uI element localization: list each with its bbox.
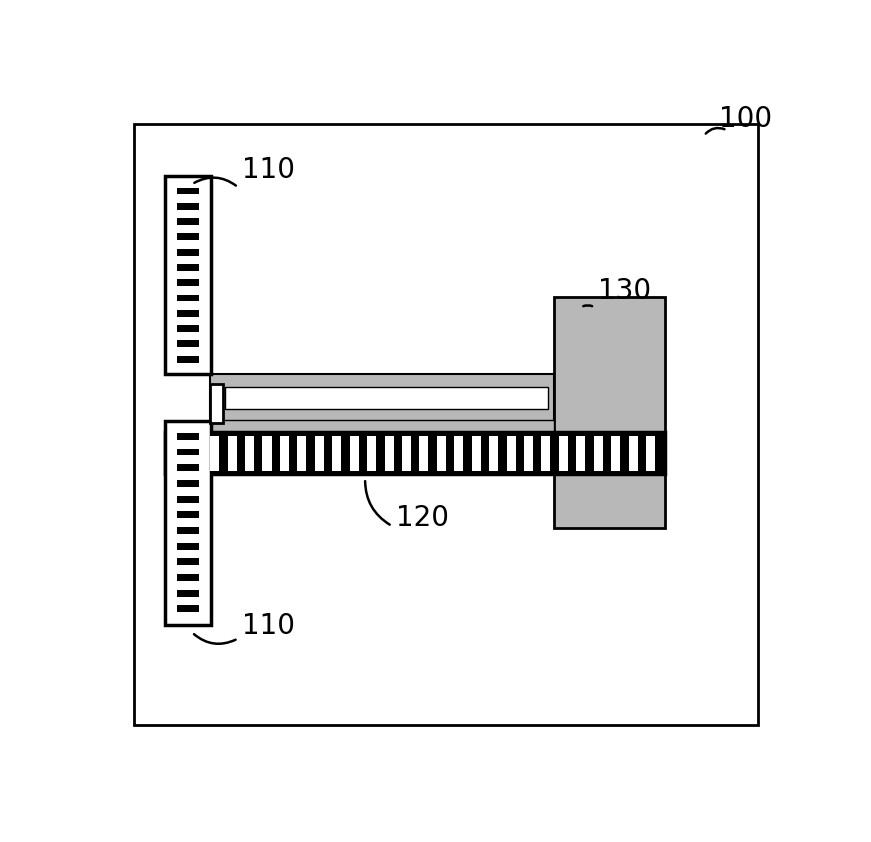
- Bar: [192, 436, 202, 471]
- Bar: [177, 527, 199, 534]
- Bar: [297, 436, 307, 471]
- Bar: [420, 436, 429, 471]
- Bar: [507, 436, 516, 471]
- Bar: [177, 433, 199, 440]
- Bar: [314, 436, 324, 471]
- Bar: [646, 436, 655, 471]
- Bar: [437, 436, 446, 471]
- Bar: [472, 436, 481, 471]
- Bar: [177, 248, 199, 256]
- Bar: [177, 233, 199, 240]
- Bar: [177, 188, 199, 195]
- Bar: [177, 496, 199, 503]
- Bar: [210, 436, 219, 471]
- Bar: [402, 436, 411, 471]
- Bar: [177, 511, 199, 518]
- Bar: [577, 436, 585, 471]
- Bar: [611, 436, 620, 471]
- Bar: [165, 421, 211, 625]
- Bar: [165, 432, 665, 475]
- Bar: [455, 436, 463, 471]
- Bar: [177, 574, 199, 581]
- Text: 120: 120: [396, 504, 449, 532]
- Bar: [177, 203, 199, 210]
- Bar: [177, 264, 199, 271]
- Bar: [210, 385, 224, 423]
- Bar: [177, 558, 199, 565]
- Bar: [554, 297, 665, 529]
- Bar: [245, 436, 254, 471]
- Bar: [177, 218, 199, 225]
- Bar: [594, 436, 603, 471]
- Bar: [177, 310, 199, 317]
- Bar: [177, 605, 199, 612]
- Bar: [177, 355, 199, 363]
- Bar: [177, 280, 199, 286]
- Bar: [262, 436, 272, 471]
- Text: 110: 110: [242, 612, 295, 640]
- Bar: [177, 543, 199, 550]
- Text: 110: 110: [242, 157, 295, 184]
- Bar: [332, 436, 341, 471]
- Text: 100: 100: [719, 105, 773, 133]
- Bar: [177, 340, 199, 347]
- Bar: [177, 464, 199, 472]
- Bar: [177, 480, 199, 487]
- Bar: [384, 436, 394, 471]
- Bar: [542, 436, 550, 471]
- Bar: [165, 176, 211, 375]
- Bar: [175, 436, 185, 471]
- Bar: [210, 420, 554, 434]
- Bar: [524, 436, 533, 471]
- Bar: [280, 436, 289, 471]
- Bar: [367, 436, 376, 471]
- Bar: [225, 387, 549, 409]
- Bar: [349, 436, 359, 471]
- Bar: [177, 295, 199, 301]
- Text: 130: 130: [598, 277, 652, 305]
- Bar: [210, 375, 554, 422]
- Bar: [227, 436, 237, 471]
- Bar: [629, 436, 638, 471]
- Bar: [490, 436, 498, 471]
- Bar: [177, 589, 199, 597]
- Bar: [559, 436, 568, 471]
- Bar: [177, 449, 199, 456]
- Bar: [177, 325, 199, 332]
